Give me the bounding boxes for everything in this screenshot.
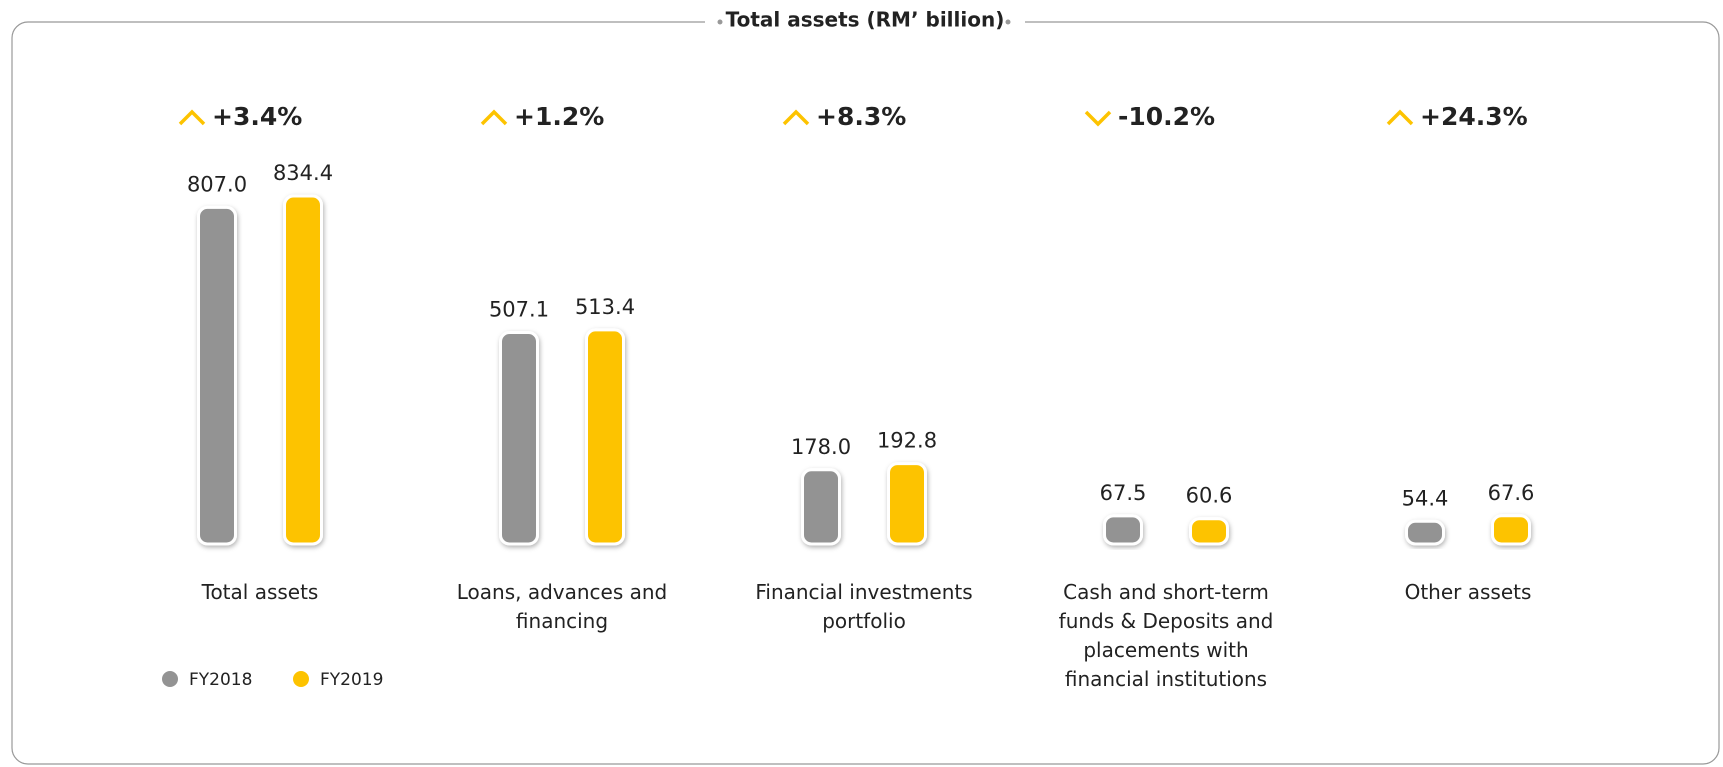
change-arrow — [782, 109, 810, 126]
title-dot — [1005, 19, 1011, 25]
change-label: +24.3% — [1420, 102, 1528, 131]
data-label: 54.4 — [1402, 486, 1449, 510]
change-label: +8.3% — [816, 102, 906, 131]
frame — [11, 21, 1720, 765]
bar — [499, 331, 539, 546]
bar — [887, 462, 927, 546]
data-label: 807.0 — [187, 172, 247, 196]
data-label: 513.4 — [575, 295, 635, 319]
category-label: Cash and short-term funds & Deposits and… — [1058, 580, 1274, 691]
chart-title: Total assets (RM’ billion) — [726, 8, 1005, 32]
category-label: Financial investments portfolio — [755, 580, 973, 633]
data-label: 834.4 — [273, 161, 333, 185]
data-label: 60.6 — [1186, 484, 1233, 508]
change-arrow — [1084, 110, 1112, 127]
title-dot — [717, 19, 723, 25]
bar — [1491, 514, 1531, 546]
change-arrow — [178, 109, 206, 126]
legend-swatch — [293, 671, 309, 687]
data-label: 67.6 — [1488, 481, 1535, 505]
bar — [283, 194, 323, 546]
change-label: -10.2% — [1118, 102, 1215, 131]
bar — [1405, 519, 1445, 546]
title-mask — [705, 8, 1025, 36]
change-arrow — [480, 109, 508, 126]
bar — [801, 468, 841, 546]
bar — [585, 328, 625, 546]
category-label: Total assets — [201, 580, 319, 604]
bar — [197, 205, 237, 546]
change-arrow — [1386, 109, 1414, 126]
legend-label: FY2019 — [320, 670, 383, 690]
change-label: +3.4% — [212, 102, 302, 131]
category-label: Loans, advances and financing — [456, 580, 668, 633]
data-label: 67.5 — [1100, 481, 1147, 505]
data-label: 192.8 — [877, 429, 937, 453]
bar — [1189, 517, 1229, 546]
legend-label: FY2018 — [189, 670, 252, 690]
category-label: Other assets — [1404, 580, 1532, 604]
bar — [1103, 514, 1143, 546]
change-label: +1.2% — [514, 102, 604, 131]
legend-swatch — [162, 671, 178, 687]
data-label: 178.0 — [791, 435, 851, 459]
data-label: 507.1 — [489, 298, 549, 322]
